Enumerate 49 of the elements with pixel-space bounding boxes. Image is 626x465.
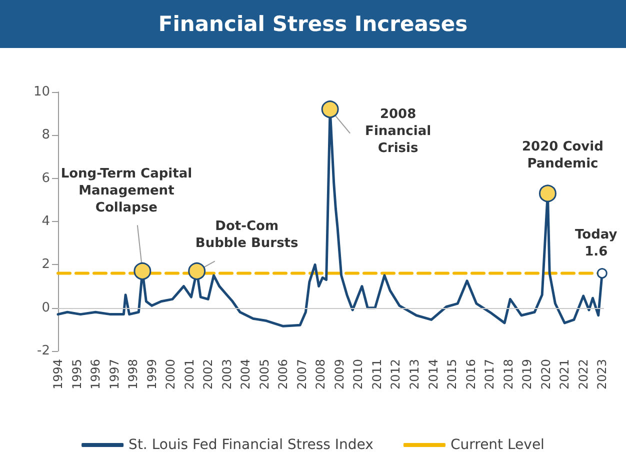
x-tick-label: 1994 bbox=[51, 359, 65, 390]
x-tick-label: 2007 bbox=[294, 359, 309, 390]
x-tick-label: 1997 bbox=[107, 359, 122, 390]
y-tick-label: -2 bbox=[37, 344, 50, 358]
y-tick-label: 8 bbox=[42, 128, 50, 143]
x-tick-label: 2017 bbox=[482, 359, 497, 390]
x-tick-label: 2018 bbox=[501, 359, 516, 390]
y-tick-label: 6 bbox=[42, 170, 50, 186]
x-tick-label: 1998 bbox=[126, 359, 140, 390]
x-tick-label: 1995 bbox=[70, 359, 84, 390]
x-tick-label: 2003 bbox=[220, 359, 234, 390]
x-tick-label: 2016 bbox=[464, 359, 478, 390]
annotation: 2020 Covid Pandemic bbox=[522, 139, 604, 172]
x-tick-label: 2009 bbox=[332, 359, 346, 390]
point bbox=[321, 100, 339, 118]
x-tick-label: 2015 bbox=[445, 359, 460, 390]
point bbox=[134, 262, 152, 280]
x-tick-label: 2022 bbox=[576, 359, 590, 390]
legend-label: St. Louis Fed Financial Stress Index bbox=[128, 437, 374, 453]
x-tick-label: 2012 bbox=[388, 359, 403, 390]
x-tick-label: 2001 bbox=[182, 359, 196, 390]
x-tick-label: 1999 bbox=[144, 359, 159, 390]
x-tick-label: 2021 bbox=[558, 359, 572, 390]
annotation: 2008 Financial Crisis bbox=[365, 106, 432, 156]
x-tick-label: 2019 bbox=[520, 359, 534, 390]
y-tick-label: 0 bbox=[42, 300, 50, 316]
point bbox=[538, 184, 556, 202]
x-tick-label: 2005 bbox=[257, 359, 272, 390]
y-tick-label: 10 bbox=[33, 84, 50, 100]
annotation: Long-Term Capital Management Collapse bbox=[60, 166, 192, 216]
x-tick-label: 2023 bbox=[595, 359, 610, 390]
x-tick-label: 2008 bbox=[314, 359, 328, 390]
x-tick-label: 2011 bbox=[370, 359, 384, 390]
x-tick-label: 2006 bbox=[276, 359, 290, 390]
y-tick-label: 4 bbox=[42, 214, 50, 229]
x-tick-label: 2002 bbox=[201, 359, 216, 390]
x-tick-label: 2013 bbox=[407, 359, 422, 390]
x-tick-label: 2000 bbox=[164, 359, 178, 390]
x-tick-label: 2010 bbox=[351, 359, 366, 390]
annotation: Today 1.6 bbox=[575, 227, 618, 260]
x-tick-label: 2014 bbox=[426, 359, 440, 390]
chart-title: Financial Stress Increases bbox=[0, 0, 626, 48]
legend-label: Current Level bbox=[450, 437, 544, 453]
x-tick-label: 1996 bbox=[88, 359, 103, 390]
point bbox=[188, 262, 206, 280]
x-tick-label: 2004 bbox=[238, 359, 253, 390]
x-tick-label: 2020 bbox=[538, 359, 553, 390]
annotation: Dot-Com Bubble Bursts bbox=[195, 219, 299, 252]
y-tick-label: 2 bbox=[42, 257, 50, 272]
